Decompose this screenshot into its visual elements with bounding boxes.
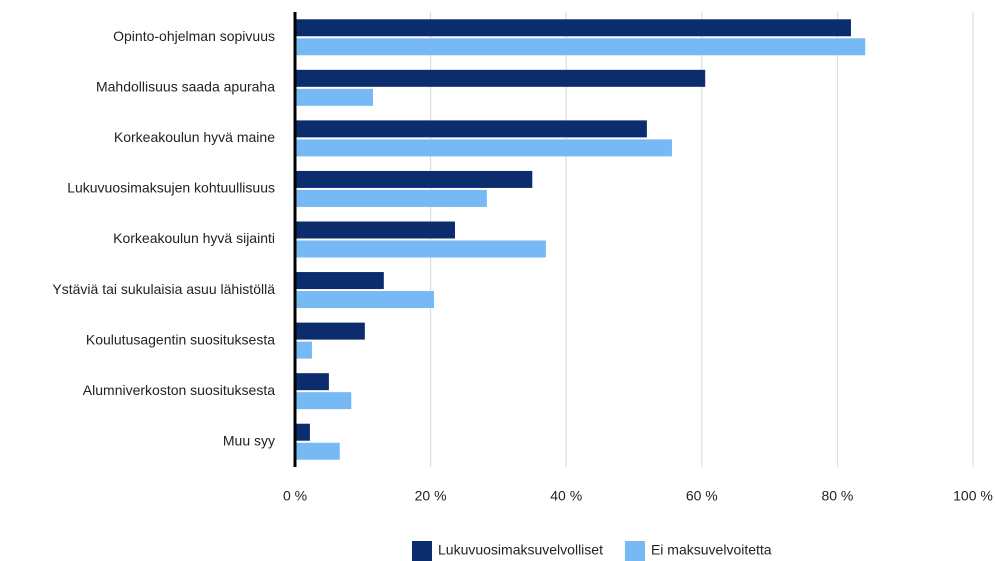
- x-tick-label: 20 %: [415, 488, 447, 504]
- y-tick-label: Ystäviä tai sukulaisia asuu lähistöllä: [52, 281, 275, 297]
- bar: [295, 88, 373, 106]
- bar: [295, 392, 352, 410]
- bar: [295, 423, 310, 441]
- bar: [295, 322, 365, 340]
- bar: [295, 69, 706, 87]
- y-tick-label: Koulutusagentin suosituksesta: [86, 331, 275, 347]
- bar: [295, 291, 434, 309]
- y-tick-label: Lukuvuosimaksujen kohtuullisuus: [67, 180, 275, 196]
- bar: [295, 373, 329, 391]
- x-tick-label: 60 %: [686, 488, 718, 504]
- y-tick-label: Korkeakoulun hyvä maine: [114, 129, 275, 145]
- bar: [295, 240, 546, 258]
- legend-swatch: [412, 541, 432, 561]
- y-tick-label: Muu syy: [223, 432, 275, 448]
- x-tick-label: 100 %: [953, 488, 993, 504]
- bar: [295, 139, 672, 157]
- bar: [295, 221, 456, 239]
- legend-swatch: [624, 541, 645, 561]
- bar: [295, 189, 487, 207]
- legend-label: Ei maksuvelvoitetta: [651, 542, 772, 558]
- bar: [295, 38, 866, 56]
- y-tick-label: Alumniverkoston suosituksesta: [83, 382, 275, 398]
- bar: [295, 341, 312, 359]
- x-tick-label: 0 %: [283, 488, 307, 504]
- bar: [295, 19, 851, 37]
- bar: [295, 120, 647, 138]
- x-tick-label: 40 %: [550, 488, 582, 504]
- bar: [295, 442, 340, 460]
- y-tick-label: Korkeakoulun hyvä sijainti: [113, 230, 275, 246]
- bar: [295, 170, 533, 188]
- bar: [295, 272, 384, 290]
- y-tick-label: Opinto-ohjelman sopivuus: [113, 28, 275, 44]
- x-tick-label: 80 %: [821, 488, 853, 504]
- y-tick-label: Mahdollisuus saada apuraha: [96, 79, 275, 95]
- legend-label: Lukuvuosimaksuvelvolliset: [438, 542, 603, 558]
